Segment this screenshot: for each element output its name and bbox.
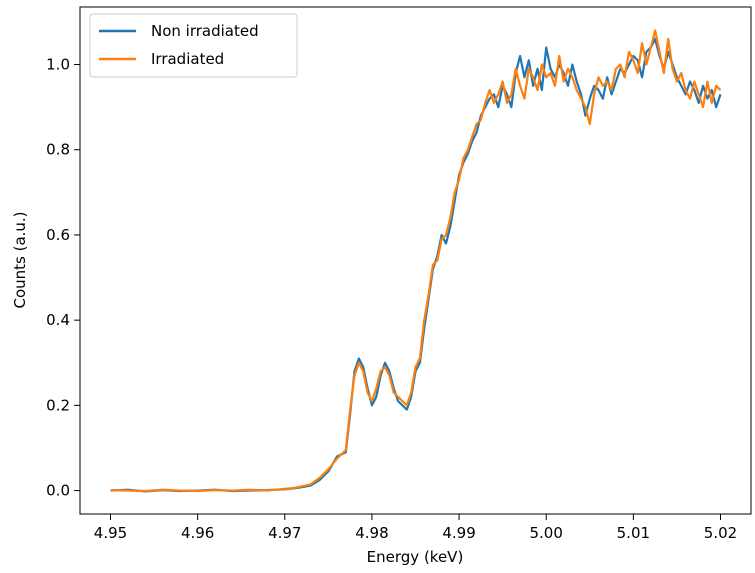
x-tick-label: 4.96 <box>181 524 214 542</box>
x-tick-label: 5.00 <box>530 524 563 542</box>
x-axis-label: Energy (keV) <box>367 548 464 566</box>
y-tick-label: 1.0 <box>46 56 70 74</box>
legend-box <box>89 13 298 78</box>
x-ticks: 4.95 4.96 4.97 4.98 4.99 5.00 5.01 5.02 <box>94 514 737 542</box>
legend: Non irradiated Irradiated <box>89 13 298 78</box>
y-tick-label: 0.2 <box>46 396 70 414</box>
legend-label-non-irradiated: Non irradiated <box>151 22 259 40</box>
x-tick-label: 5.01 <box>617 524 650 542</box>
series-line-1 <box>110 29 722 493</box>
y-axis-label: Counts (a.u.) <box>11 211 29 308</box>
x-tick-label: 4.97 <box>268 524 301 542</box>
plot-frame <box>79 6 752 515</box>
y-ticks: 0.0 0.2 0.4 0.6 0.8 1.0 <box>46 56 80 500</box>
series-irradiated <box>110 29 722 493</box>
y-tick-label: 0.0 <box>46 482 70 500</box>
x-tick-label: 4.98 <box>355 524 388 542</box>
y-tick-label: 0.8 <box>46 141 70 159</box>
y-tick-label: 0.6 <box>46 226 70 244</box>
x-tick-label: 4.95 <box>94 524 127 542</box>
y-tick-label: 0.4 <box>46 311 70 329</box>
x-tick-label: 4.99 <box>442 524 475 542</box>
x-tick-label: 5.02 <box>704 524 737 542</box>
legend-label-irradiated: Irradiated <box>151 50 224 68</box>
series-layer <box>110 29 722 493</box>
